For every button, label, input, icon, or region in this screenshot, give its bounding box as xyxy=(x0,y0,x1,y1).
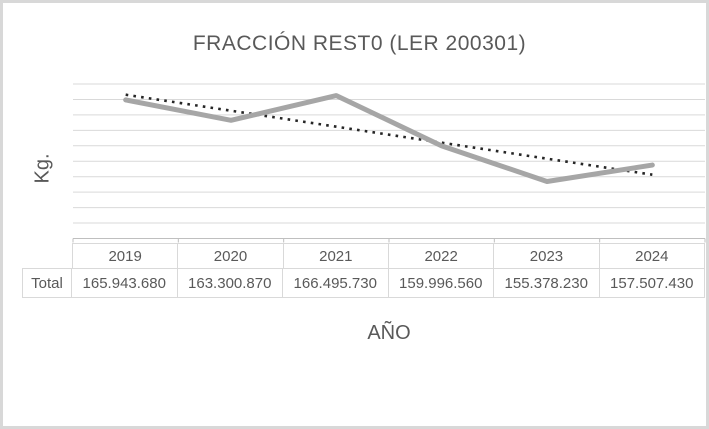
year-header-cell: 2021 xyxy=(282,243,389,268)
total-value-cell: 163.300.870 xyxy=(176,268,283,298)
year-header-cell: 2022 xyxy=(387,243,495,268)
total-value-cell: 157.507.430 xyxy=(598,268,705,298)
x-axis-label: AÑO xyxy=(367,322,411,344)
year-header-cell: 2024 xyxy=(598,243,705,268)
table-total-row: Total 165.943.680 163.300.870 166.495.730 1… xyxy=(22,268,705,298)
year-header-cell: 2023 xyxy=(493,243,600,268)
total-series-line xyxy=(123,93,655,185)
total-value-cell: 165.943.680 xyxy=(71,268,178,298)
total-value-cell: 159.996.560 xyxy=(387,268,494,298)
chart-title: FRACCIÓN REST0 (LER 200301) xyxy=(192,32,527,55)
total-value-cell: 166.495.730 xyxy=(282,268,389,298)
total-value-cell: 155.378.230 xyxy=(493,268,600,298)
year-header-cell: 2019 xyxy=(72,243,179,268)
table-header-row: 2019 2020 2021 2022 2023 2024 xyxy=(72,243,705,268)
y-axis-label: Kg. xyxy=(31,153,54,184)
total-row-label-cell: Total xyxy=(22,268,72,298)
trendline xyxy=(125,93,653,176)
year-header-cell: 2020 xyxy=(177,243,284,268)
